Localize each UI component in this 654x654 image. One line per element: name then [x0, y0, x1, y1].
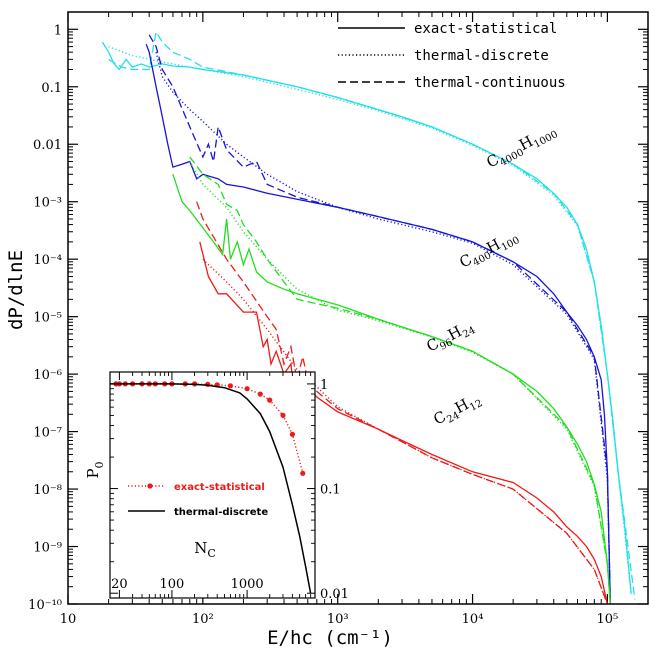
series-solid-line: [101, 41, 632, 594]
inset-data-point: [244, 386, 250, 392]
legend-label: thermal-continuous: [414, 75, 566, 91]
molecule-label: C24H12: [430, 389, 484, 431]
inset-data-point: [289, 431, 295, 437]
x-tick-label: 10⁵: [597, 612, 619, 627]
inset-data-point: [267, 397, 273, 403]
inset-data-point: [227, 383, 233, 389]
series-dotted-line: [202, 258, 609, 605]
inset-y-axis-base: P: [84, 468, 102, 478]
inset-data-point: [257, 391, 263, 397]
x-axis-title: E/hc (cm⁻¹): [267, 627, 393, 649]
legend-label: exact-statistical: [414, 21, 557, 37]
inset-x-axis-title: NC: [194, 539, 216, 560]
legend: exact-statistical thermal-discrete thermal…: [338, 21, 566, 91]
y-tick-label: 10⁻⁹: [33, 541, 62, 556]
y-tick-label: 10⁻⁶: [33, 368, 62, 383]
inset-series-line: [110, 383, 312, 594]
inset-x-axis-sub: C: [207, 547, 215, 560]
x-tick-label: 10³: [327, 612, 349, 627]
series-solid-line: [145, 43, 611, 605]
inset-data-point: [280, 412, 286, 418]
y-axis-title: dP/dlnE: [5, 250, 27, 330]
inset-x-tick-label: 1000: [231, 577, 264, 592]
y-tick-label: 10⁻⁸: [33, 483, 62, 498]
molecule-label-part: 24: [461, 325, 477, 341]
y-tick-label: 0.1: [41, 81, 62, 96]
y-tick-label: 10⁻³: [33, 196, 62, 211]
series-dashed-line: [189, 156, 611, 605]
inset-legend: exact-statistical thermal-discrete: [128, 482, 268, 518]
y-tick-label: 10⁻⁴: [33, 253, 62, 268]
y-tick-label: 10⁻¹⁰: [28, 598, 62, 613]
molecule-label-part: 12: [468, 398, 484, 414]
inset-x-axis-base: N: [194, 539, 207, 557]
y-tick-label: 0.01: [33, 138, 62, 153]
series-dotted-line: [189, 161, 611, 605]
inset-x-tick-label: 100: [160, 577, 185, 592]
inset-background: [110, 372, 315, 598]
x-tick-label: 10⁴: [462, 612, 484, 627]
inset-frame: [109, 371, 316, 599]
inset-legend-marker: [147, 483, 153, 489]
y-tick-label: 1: [54, 23, 62, 38]
series-dotted-line: [108, 45, 632, 594]
series-dotted-line: [155, 52, 611, 605]
series-dashed-line: [148, 34, 611, 605]
inset-data-point: [300, 470, 306, 476]
inset-x-tick-label: 20: [111, 577, 128, 592]
main-plot-frame: [67, 11, 649, 605]
legend-label: thermal-discrete: [414, 48, 549, 64]
inset-y-tick-label: 0.1: [320, 483, 341, 498]
inset-y-tick-label: 0.01: [320, 587, 349, 602]
inset-legend-label: exact-statistical: [174, 482, 265, 493]
series-solid-line: [172, 174, 611, 605]
x-tick-label: 10²: [192, 612, 214, 627]
series-dashed-line: [196, 201, 609, 605]
inset-y-tick-label: 1: [320, 378, 328, 393]
molecule-label-part: 96: [438, 337, 454, 353]
inset-y-axis-title: P0: [84, 461, 106, 478]
series-dashed-line: [108, 30, 636, 600]
inset-y-axis-sub: 0: [93, 461, 106, 468]
y-tick-label: 10⁻⁵: [33, 311, 62, 326]
y-tick-label: 10⁻⁷: [33, 426, 62, 441]
molecule-label-part: 24: [445, 410, 461, 426]
x-tick-label: 10: [60, 612, 77, 627]
inset-legend-label: thermal-discrete: [174, 507, 268, 518]
